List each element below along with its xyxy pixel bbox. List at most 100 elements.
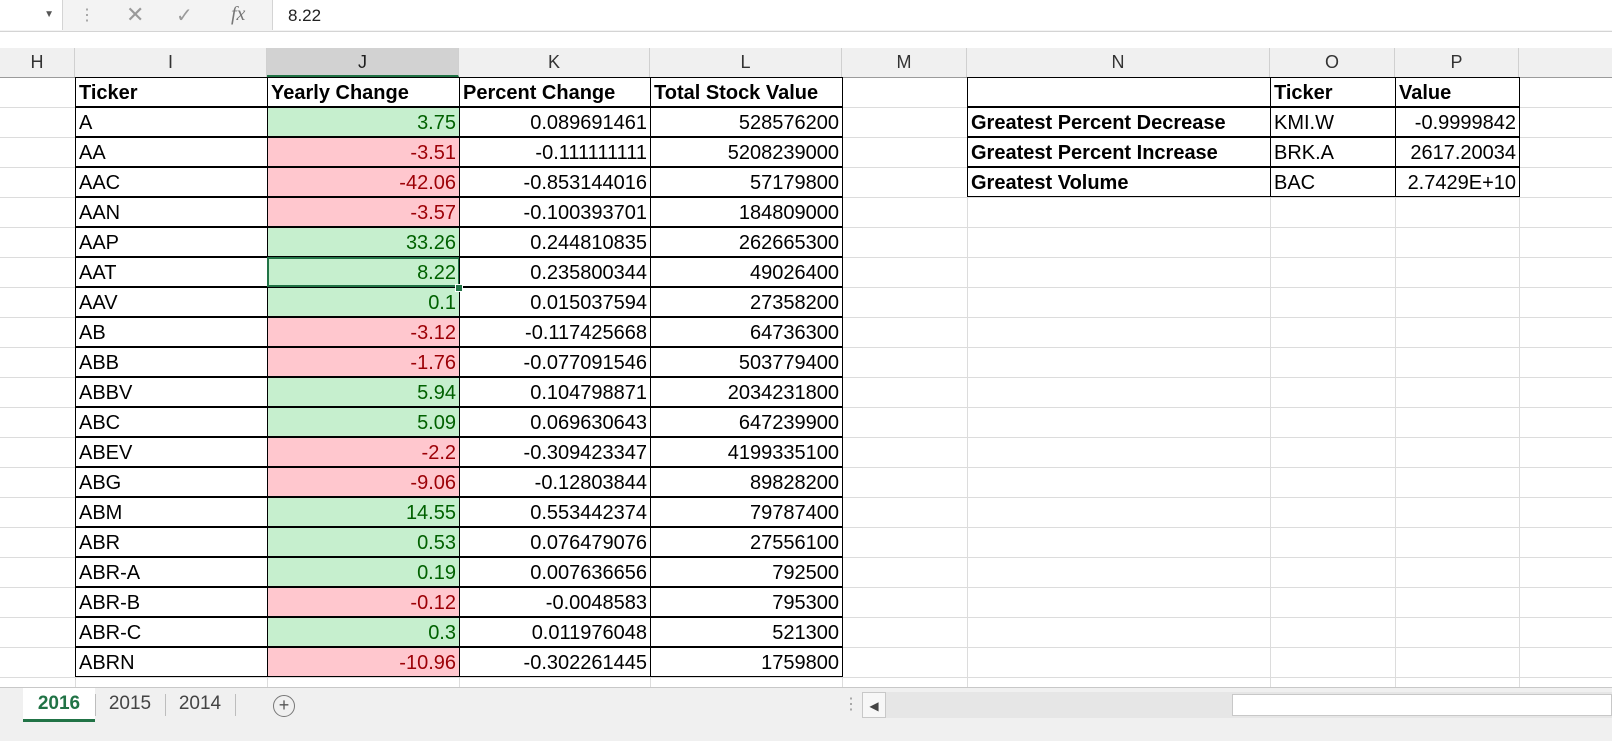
header-yearly-change[interactable]: Yearly Change <box>267 77 460 107</box>
ticker-cell[interactable]: ABBV <box>75 377 268 407</box>
yearly-change-cell[interactable]: -1.76 <box>267 347 460 377</box>
yearly-change-cell[interactable]: -3.57 <box>267 197 460 227</box>
ticker-cell[interactable]: ABR-C <box>75 617 268 647</box>
sheet-grid[interactable]: Ticker Yearly Change Percent Change Total S… <box>0 77 1612 687</box>
column-header-m[interactable]: M <box>842 48 967 77</box>
ticker-cell[interactable]: AAP <box>75 227 268 257</box>
total-stock-value-cell[interactable]: 57179800 <box>650 167 843 197</box>
total-stock-value-cell[interactable]: 2034231800 <box>650 377 843 407</box>
percent-change-cell[interactable]: -0.853144016 <box>459 167 651 197</box>
add-sheet-icon[interactable]: + <box>273 695 295 717</box>
percent-change-cell[interactable]: 0.015037594 <box>459 287 651 317</box>
percent-change-cell[interactable]: -0.12803844 <box>459 467 651 497</box>
total-stock-value-cell[interactable]: 79787400 <box>650 497 843 527</box>
yearly-change-cell[interactable]: 14.55 <box>267 497 460 527</box>
yearly-change-cell[interactable]: -10.96 <box>267 647 460 677</box>
ticker-cell[interactable]: AB <box>75 317 268 347</box>
ticker-cell[interactable]: AAN <box>75 197 268 227</box>
scroll-left-icon[interactable]: ◀ <box>862 692 886 718</box>
sheet-tab-2015[interactable]: 2015 <box>108 693 152 714</box>
scrollbar-thumb[interactable] <box>1232 694 1612 716</box>
chevron-down-icon[interactable]: ▼ <box>44 9 54 20</box>
percent-change-cell[interactable]: -0.309423347 <box>459 437 651 467</box>
yearly-change-cell[interactable]: 33.26 <box>267 227 460 257</box>
summary-header-blank[interactable] <box>967 77 1271 107</box>
ticker-cell[interactable]: ABC <box>75 407 268 437</box>
yearly-change-cell[interactable]: 0.19 <box>267 557 460 587</box>
yearly-change-cell[interactable]: -3.12 <box>267 317 460 347</box>
ticker-cell[interactable]: ABR-A <box>75 557 268 587</box>
total-stock-value-cell[interactable]: 27556100 <box>650 527 843 557</box>
summary-label-cell[interactable]: Greatest Percent Increase <box>967 137 1271 167</box>
insert-function-icon[interactable]: fx <box>231 3 246 25</box>
yearly-change-cell[interactable]: 5.09 <box>267 407 460 437</box>
percent-change-cell[interactable]: 0.069630643 <box>459 407 651 437</box>
summary-header-ticker[interactable]: Ticker <box>1270 77 1396 107</box>
total-stock-value-cell[interactable]: 184809000 <box>650 197 843 227</box>
total-stock-value-cell[interactable]: 795300 <box>650 587 843 617</box>
column-header-n[interactable]: N <box>967 48 1270 77</box>
total-stock-value-cell[interactable]: 27358200 <box>650 287 843 317</box>
summary-value-cell[interactable]: 2617.20034 <box>1395 137 1520 167</box>
summary-ticker-cell[interactable]: BAC <box>1270 167 1396 197</box>
summary-label-cell[interactable]: Greatest Volume <box>967 167 1271 197</box>
name-box[interactable]: ▼ <box>0 0 63 30</box>
percent-change-cell[interactable]: 0.244810835 <box>459 227 651 257</box>
summary-ticker-cell[interactable]: BRK.A <box>1270 137 1396 167</box>
yearly-change-cell[interactable]: 0.53 <box>267 527 460 557</box>
column-header-o[interactable]: O <box>1270 48 1395 77</box>
ticker-cell[interactable]: AAV <box>75 287 268 317</box>
yearly-change-cell[interactable]: 0.1 <box>267 287 460 317</box>
yearly-change-cell[interactable]: -0.12 <box>267 587 460 617</box>
total-stock-value-cell[interactable]: 5208239000 <box>650 137 843 167</box>
yearly-change-cell[interactable]: 0.3 <box>267 617 460 647</box>
total-stock-value-cell[interactable]: 503779400 <box>650 347 843 377</box>
percent-change-cell[interactable]: 0.011976048 <box>459 617 651 647</box>
total-stock-value-cell[interactable]: 792500 <box>650 557 843 587</box>
sheet-tab-2014[interactable]: 2014 <box>178 693 222 714</box>
yearly-change-cell[interactable]: 8.22 <box>267 257 460 287</box>
ticker-cell[interactable]: AAT <box>75 257 268 287</box>
header-percent-change[interactable]: Percent Change <box>459 77 651 107</box>
percent-change-cell[interactable]: -0.100393701 <box>459 197 651 227</box>
summary-ticker-cell[interactable]: KMI.W <box>1270 107 1396 137</box>
yearly-change-cell[interactable]: -9.06 <box>267 467 460 497</box>
header-ticker[interactable]: Ticker <box>75 77 268 107</box>
summary-value-cell[interactable]: 2.7429E+10 <box>1395 167 1520 197</box>
summary-value-cell[interactable]: -0.9999842 <box>1395 107 1520 137</box>
percent-change-cell[interactable]: 0.076479076 <box>459 527 651 557</box>
ticker-cell[interactable]: ABM <box>75 497 268 527</box>
percent-change-cell[interactable]: 0.007636656 <box>459 557 651 587</box>
column-header-j[interactable]: J <box>267 48 459 77</box>
more-options-icon[interactable]: ⋮ <box>843 696 859 713</box>
ticker-cell[interactable]: AA <box>75 137 268 167</box>
ticker-cell[interactable]: ABG <box>75 467 268 497</box>
yearly-change-cell[interactable]: 5.94 <box>267 377 460 407</box>
ticker-cell[interactable]: ABB <box>75 347 268 377</box>
percent-change-cell[interactable]: 0.104798871 <box>459 377 651 407</box>
percent-change-cell[interactable]: -0.077091546 <box>459 347 651 377</box>
yearly-change-cell[interactable]: -2.2 <box>267 437 460 467</box>
ticker-cell[interactable]: ABR-B <box>75 587 268 617</box>
total-stock-value-cell[interactable]: 49026400 <box>650 257 843 287</box>
total-stock-value-cell[interactable]: 521300 <box>650 617 843 647</box>
horizontal-scrollbar[interactable]: ◀ <box>862 692 1612 718</box>
yearly-change-cell[interactable]: 3.75 <box>267 107 460 137</box>
column-header-p[interactable]: P <box>1395 48 1519 77</box>
total-stock-value-cell[interactable]: 89828200 <box>650 467 843 497</box>
enter-icon[interactable]: ✓ <box>176 5 193 27</box>
percent-change-cell[interactable]: -0.0048583 <box>459 587 651 617</box>
percent-change-cell[interactable]: 0.089691461 <box>459 107 651 137</box>
ticker-cell[interactable]: ABRN <box>75 647 268 677</box>
column-header-i[interactable]: I <box>75 48 267 77</box>
summary-label-cell[interactable]: Greatest Percent Decrease <box>967 107 1271 137</box>
yearly-change-cell[interactable]: -3.51 <box>267 137 460 167</box>
ticker-cell[interactable]: AAC <box>75 167 268 197</box>
ticker-cell[interactable]: A <box>75 107 268 137</box>
formula-input[interactable]: 8.22 <box>272 0 1612 30</box>
total-stock-value-cell[interactable]: 4199335100 <box>650 437 843 467</box>
fill-handle[interactable] <box>455 284 463 292</box>
percent-change-cell[interactable]: -0.302261445 <box>459 647 651 677</box>
total-stock-value-cell[interactable]: 64736300 <box>650 317 843 347</box>
percent-change-cell[interactable]: -0.117425668 <box>459 317 651 347</box>
